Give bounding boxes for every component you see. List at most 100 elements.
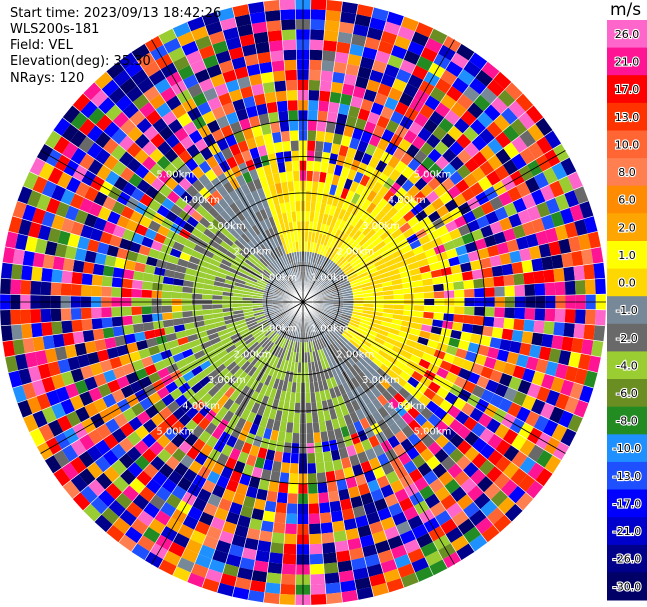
velocity-gate xyxy=(560,157,577,176)
velocity-gate xyxy=(151,290,162,299)
velocity-gate xyxy=(309,211,315,222)
velocity-gate xyxy=(264,288,275,294)
velocity-gate xyxy=(283,49,297,61)
velocity-gate xyxy=(361,256,372,266)
velocity-gate xyxy=(280,281,289,289)
ray-separator xyxy=(302,301,594,389)
velocity-gate xyxy=(518,474,536,493)
velocity-gate xyxy=(325,121,337,134)
velocity-gate xyxy=(319,283,328,291)
velocity-gate xyxy=(383,294,394,300)
velocity-gate xyxy=(451,77,469,94)
velocity-gate xyxy=(233,313,245,319)
velocity-gate xyxy=(403,344,415,355)
velocity-gate xyxy=(42,254,55,269)
velocity-gate xyxy=(102,196,117,211)
velocity-gate xyxy=(97,96,116,115)
velocity-gate xyxy=(240,385,251,397)
velocity-gate xyxy=(322,141,333,153)
ray-separator xyxy=(44,301,304,461)
velocity-gate xyxy=(352,85,367,99)
velocity-gate xyxy=(198,160,212,174)
velocity-gate xyxy=(434,78,452,94)
velocity-gate xyxy=(327,277,337,285)
velocity-gate xyxy=(318,282,327,290)
velocity-gate xyxy=(291,310,298,320)
velocity-gate xyxy=(134,261,146,273)
velocity-gate xyxy=(287,308,296,316)
velocity-gate xyxy=(274,308,285,314)
velocity-gate xyxy=(476,215,490,229)
velocity-gate xyxy=(142,321,154,332)
velocity-gate xyxy=(226,232,238,243)
velocity-gate xyxy=(152,471,168,487)
velocity-gate xyxy=(325,470,337,483)
velocity-gate xyxy=(506,238,520,253)
velocity-gate xyxy=(330,143,341,155)
velocity-gate xyxy=(122,228,135,242)
velocity-gate xyxy=(287,412,295,423)
velocity-gate xyxy=(210,414,223,427)
velocity-gate xyxy=(357,108,371,122)
velocity-gate xyxy=(289,286,297,295)
velocity-gate xyxy=(371,582,390,597)
velocity-gate xyxy=(295,392,301,403)
velocity-gate xyxy=(118,534,138,552)
velocity-gate xyxy=(333,164,344,177)
velocity-gate xyxy=(200,199,213,212)
velocity-gate xyxy=(225,250,237,260)
ray-separator xyxy=(94,301,304,522)
ray-separator xyxy=(302,262,604,303)
velocity-gate xyxy=(314,232,320,244)
ray-separator xyxy=(172,28,304,303)
ray-separator xyxy=(17,200,304,303)
colorbar-segment xyxy=(607,75,647,104)
ray-separator xyxy=(36,301,304,447)
velocity-gate xyxy=(253,287,265,293)
velocity-gate xyxy=(460,331,472,343)
velocity-gate xyxy=(222,371,234,383)
velocity-gate xyxy=(336,550,351,563)
velocity-gate xyxy=(268,331,277,341)
velocity-gate xyxy=(366,27,384,41)
velocity-gate xyxy=(161,478,178,494)
velocity-gate xyxy=(423,284,434,293)
velocity-gate xyxy=(172,284,183,293)
velocity-gate xyxy=(344,343,355,354)
velocity-gate xyxy=(212,308,223,314)
colorbar-segment xyxy=(607,102,647,131)
velocity-gate xyxy=(242,127,255,141)
velocity-gate xyxy=(103,369,117,384)
velocity-gate xyxy=(354,218,365,230)
velocity-gate xyxy=(270,320,280,329)
velocity-gate xyxy=(339,498,353,511)
velocity-gate xyxy=(338,447,349,460)
velocity-gate xyxy=(235,319,246,326)
velocity-gate xyxy=(116,247,129,260)
velocity-gate xyxy=(318,90,331,102)
velocity-gate xyxy=(471,228,484,242)
velocity-gate xyxy=(288,120,299,131)
velocity-gate xyxy=(477,176,493,192)
velocity-gate xyxy=(190,25,209,41)
velocity-gate xyxy=(207,263,219,272)
velocity-gate xyxy=(80,365,94,380)
velocity-gate xyxy=(244,336,255,345)
velocity-gate xyxy=(163,550,182,567)
velocity-gate xyxy=(337,350,346,361)
velocity-gate xyxy=(0,262,13,279)
velocity-gate xyxy=(307,272,312,283)
velocity-gate xyxy=(305,382,311,393)
velocity-gate xyxy=(209,336,221,346)
velocity-gate xyxy=(454,289,465,298)
velocity-gate xyxy=(61,123,79,142)
velocity-gate xyxy=(291,443,300,454)
velocity-gate xyxy=(344,250,355,261)
velocity-gate xyxy=(262,510,276,523)
velocity-gate xyxy=(234,316,245,323)
velocity-gate xyxy=(464,350,478,363)
ray-separator xyxy=(302,1,343,303)
velocity-gate xyxy=(326,592,343,605)
velocity-gate xyxy=(350,95,364,109)
velocity-gate xyxy=(141,313,153,324)
